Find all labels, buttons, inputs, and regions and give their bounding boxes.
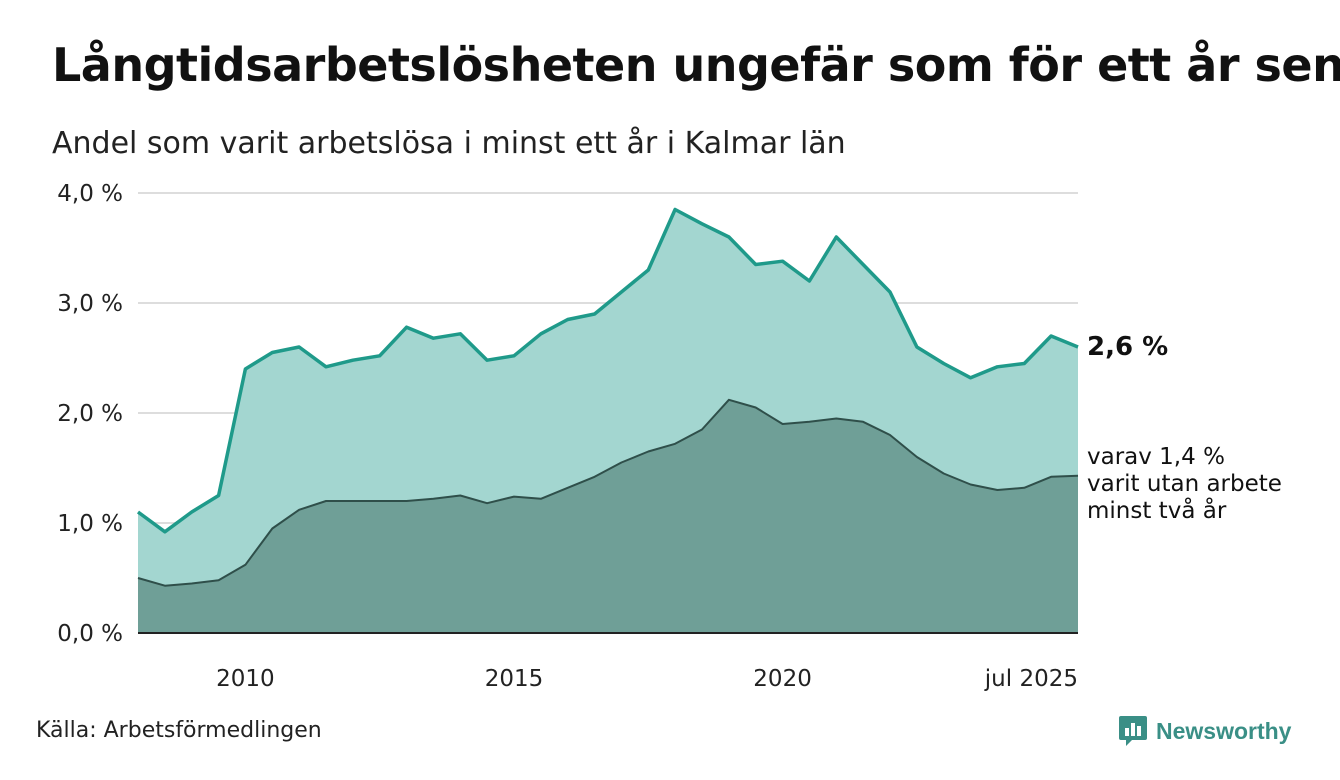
series2-note: varav 1,4 % varit utan arbete minst två … <box>1087 444 1282 525</box>
logo-text: Newsworthy <box>1156 717 1292 744</box>
series-area-2 <box>138 399 1078 633</box>
series-line-1 <box>136 207 1079 534</box>
y-tick-label: 4,0 % <box>57 181 123 207</box>
x-tick-label: 2020 <box>753 666 812 692</box>
y-tick-label: 1,0 % <box>57 511 123 537</box>
chart-areas <box>136 207 1079 634</box>
x-tick-label: 2010 <box>216 666 275 692</box>
note-line-3: minst två år <box>1087 498 1227 524</box>
y-axis: 0,0 % 1,0 % 2,0 % 3,0 % 4,0 % <box>57 181 123 647</box>
y-tick-label: 0,0 % <box>57 621 123 647</box>
source-text: Källa: Arbetsförmedlingen <box>36 718 322 743</box>
x-axis: 2010 2015 2020 jul 2025 <box>216 666 1078 692</box>
series-line-2 <box>137 398 1079 587</box>
chart-subtitle: Andel som varit arbetslösa i minst ett å… <box>52 126 846 161</box>
x-tick-label: jul 2025 <box>984 666 1078 692</box>
x-tick-label: 2015 <box>485 666 544 692</box>
newsworthy-logo[interactable]: Newsworthy <box>1118 714 1291 748</box>
note-line-1: varav 1,4 % <box>1087 444 1225 470</box>
note-line-2: varit utan arbete <box>1087 471 1282 497</box>
last-value-label: 2,6 % <box>1087 332 1169 362</box>
newsworthy-logo-icon <box>1119 716 1147 746</box>
y-tick-label: 2,0 % <box>57 401 123 427</box>
y-tick-label: 3,0 % <box>57 291 123 317</box>
chart-title: Långtidsarbetslösheten ungefär som för e… <box>52 38 1340 92</box>
